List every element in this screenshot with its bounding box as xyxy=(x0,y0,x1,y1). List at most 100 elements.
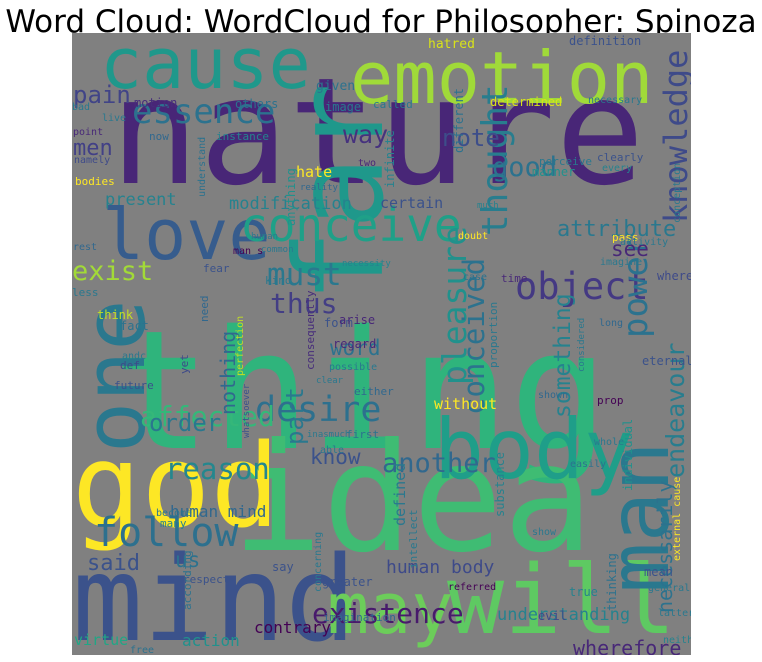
word-thinking: thinking xyxy=(605,553,619,611)
word-think: think xyxy=(97,308,134,322)
word-defined: defined xyxy=(391,463,409,526)
word-way: way xyxy=(343,120,388,149)
word-cloud: nature thing idea emotion mind god will far caus… xyxy=(72,33,691,655)
word-according: according xyxy=(181,550,194,610)
word-future: future xyxy=(114,379,154,392)
word-easily: easily xyxy=(570,459,606,470)
word-kind: kind xyxy=(265,274,292,287)
word-substance: substance xyxy=(493,452,507,517)
word-arise: arise xyxy=(339,313,375,327)
word-will: will xyxy=(447,546,676,655)
word-yet: yet xyxy=(178,354,191,374)
word-general: general xyxy=(648,583,690,594)
word-present: present xyxy=(105,190,177,210)
word-considered: considered xyxy=(577,318,587,372)
word-infinite: infinite xyxy=(383,130,397,188)
word-something: something xyxy=(550,293,576,418)
word-imagine: imagine xyxy=(600,257,642,268)
word-contrary: contrary xyxy=(254,618,331,637)
word-andc: andc xyxy=(122,351,146,362)
word-another: another xyxy=(382,448,496,479)
word-motion: motion xyxy=(134,96,177,110)
word-thing: thing xyxy=(112,295,609,487)
word-greater: greater xyxy=(322,575,373,589)
word-us: us xyxy=(175,548,200,572)
word-consequently: consequently xyxy=(304,290,317,370)
word-namely: namely xyxy=(74,155,110,166)
word-doubt: doubt xyxy=(458,231,488,242)
word-hatred: hatred xyxy=(428,37,475,52)
word-say: say xyxy=(272,560,294,574)
word-first: first xyxy=(346,428,379,441)
word-image: image xyxy=(325,100,361,114)
word-nothing: nothing xyxy=(216,331,240,415)
word-know: know xyxy=(310,445,361,469)
word-fear: fear xyxy=(203,262,230,275)
word-emotion: emotion xyxy=(350,36,653,120)
word-activity: activity xyxy=(620,237,668,248)
word-regard: regard xyxy=(333,337,376,351)
word-whereby: whereby xyxy=(657,269,691,283)
word-thought: thought xyxy=(475,84,516,236)
word-cloud-background xyxy=(72,33,691,655)
word-respect: respect xyxy=(183,573,229,586)
word-shown: shown xyxy=(538,390,568,401)
word-action: action xyxy=(182,631,240,650)
word-clear: clear xyxy=(316,376,344,386)
word-pass: pass xyxy=(612,231,639,244)
word-able: able xyxy=(320,445,344,456)
word-two: two xyxy=(358,158,376,169)
word-affected: affected xyxy=(140,400,275,433)
word-knowledge: knowledge xyxy=(657,50,691,223)
word-called: called xyxy=(373,98,413,111)
word-imagination: imagination xyxy=(323,611,396,624)
word-object: object xyxy=(515,265,649,308)
word-note: note xyxy=(442,124,500,152)
word-now: now xyxy=(149,130,169,143)
word-free: free xyxy=(130,645,154,655)
word-certain: certain xyxy=(380,194,443,212)
word-necessarily: necessarily xyxy=(653,481,677,613)
word-intellect: intellect xyxy=(407,509,420,569)
word-perfection: perfection xyxy=(235,316,246,376)
word-essence: essence xyxy=(132,92,275,132)
word-reason: reason xyxy=(165,452,270,486)
word-cause: cause xyxy=(100,33,311,105)
word-possible: possible xyxy=(329,362,377,373)
word-eternal: eternal xyxy=(642,354,691,368)
word-power: power xyxy=(616,236,656,338)
word-god: god xyxy=(72,420,280,554)
word-attribute: attribute xyxy=(557,217,676,242)
word-body: body xyxy=(434,401,634,498)
word-every: every xyxy=(602,163,632,174)
word-wherefore: wherefore xyxy=(573,636,681,655)
word-long: long xyxy=(599,318,623,329)
word-conception: conception xyxy=(672,163,683,223)
word-bodies: bodies xyxy=(75,175,115,188)
word-common: common xyxy=(261,245,294,255)
word-less: less xyxy=(72,286,99,299)
word-referred: referred xyxy=(448,582,496,593)
word-prop: prop xyxy=(597,394,624,407)
word-said: said xyxy=(87,551,140,576)
word-instance: instance xyxy=(216,130,269,143)
word-human: human xyxy=(251,232,278,242)
word-existence: existence xyxy=(312,597,464,630)
word-understand: understand xyxy=(197,137,208,197)
word-def: def xyxy=(120,359,140,372)
word-see: see xyxy=(611,237,649,261)
word-mean: mean xyxy=(644,565,673,579)
word-part: part xyxy=(281,387,309,445)
word-thus: thus xyxy=(270,287,337,320)
word-men: men xyxy=(73,136,113,161)
word-conceived: conceived xyxy=(457,258,491,415)
word-point: point xyxy=(73,127,103,138)
word-much: much xyxy=(477,201,499,211)
word-virtue: virtue xyxy=(74,631,128,649)
word-bad: bad xyxy=(72,102,90,113)
word-live: live xyxy=(102,113,126,124)
word-one: one xyxy=(72,299,165,453)
word-good: good xyxy=(492,152,557,183)
word-nature: nature xyxy=(110,46,645,218)
